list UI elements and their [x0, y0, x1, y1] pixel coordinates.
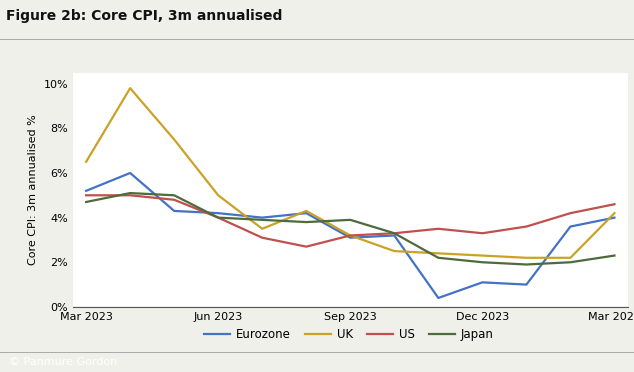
Japan — [479, 260, 486, 264]
Eurozone — [302, 211, 310, 215]
Line: Eurozone: Eurozone — [86, 173, 614, 298]
Legend: Eurozone, UK, US, Japan: Eurozone, UK, US, Japan — [199, 323, 498, 346]
UK — [346, 233, 354, 238]
US — [522, 224, 530, 229]
UK — [567, 256, 574, 260]
Eurozone — [611, 215, 618, 220]
Japan — [214, 215, 222, 220]
UK — [434, 251, 442, 256]
Japan — [611, 253, 618, 258]
Eurozone — [259, 215, 266, 220]
UK — [126, 86, 134, 90]
Japan — [391, 231, 398, 235]
Japan — [302, 220, 310, 224]
UK — [479, 253, 486, 258]
Eurozone — [479, 280, 486, 285]
UK — [259, 227, 266, 231]
Text: Figure 2b: Core CPI, 3m annualised: Figure 2b: Core CPI, 3m annualised — [6, 9, 283, 23]
Japan — [567, 260, 574, 264]
Japan — [346, 218, 354, 222]
UK — [391, 249, 398, 253]
Eurozone — [346, 235, 354, 240]
US — [126, 193, 134, 198]
Japan — [434, 256, 442, 260]
US — [611, 202, 618, 206]
US — [82, 193, 90, 198]
Eurozone — [126, 171, 134, 175]
Eurozone — [214, 211, 222, 215]
Line: US: US — [86, 195, 614, 247]
US — [302, 244, 310, 249]
Eurozone — [391, 233, 398, 238]
US — [434, 227, 442, 231]
Eurozone — [567, 224, 574, 229]
Japan — [126, 191, 134, 195]
Eurozone — [82, 189, 90, 193]
US — [259, 235, 266, 240]
Eurozone — [171, 209, 178, 213]
UK — [82, 160, 90, 164]
UK — [611, 211, 618, 215]
UK — [302, 209, 310, 213]
Japan — [82, 200, 90, 204]
Eurozone — [522, 282, 530, 287]
Line: Japan: Japan — [86, 193, 614, 264]
Japan — [522, 262, 530, 267]
US — [391, 231, 398, 235]
UK — [171, 137, 178, 142]
Eurozone — [434, 296, 442, 300]
US — [346, 233, 354, 238]
US — [479, 231, 486, 235]
UK — [214, 193, 222, 198]
US — [567, 211, 574, 215]
US — [214, 215, 222, 220]
US — [171, 198, 178, 202]
UK — [522, 256, 530, 260]
Y-axis label: Core CPI: 3m annualised %: Core CPI: 3m annualised % — [28, 114, 38, 265]
Text: © Panmure Gordon: © Panmure Gordon — [9, 357, 117, 367]
Japan — [259, 218, 266, 222]
Japan — [171, 193, 178, 198]
Line: UK: UK — [86, 88, 614, 258]
